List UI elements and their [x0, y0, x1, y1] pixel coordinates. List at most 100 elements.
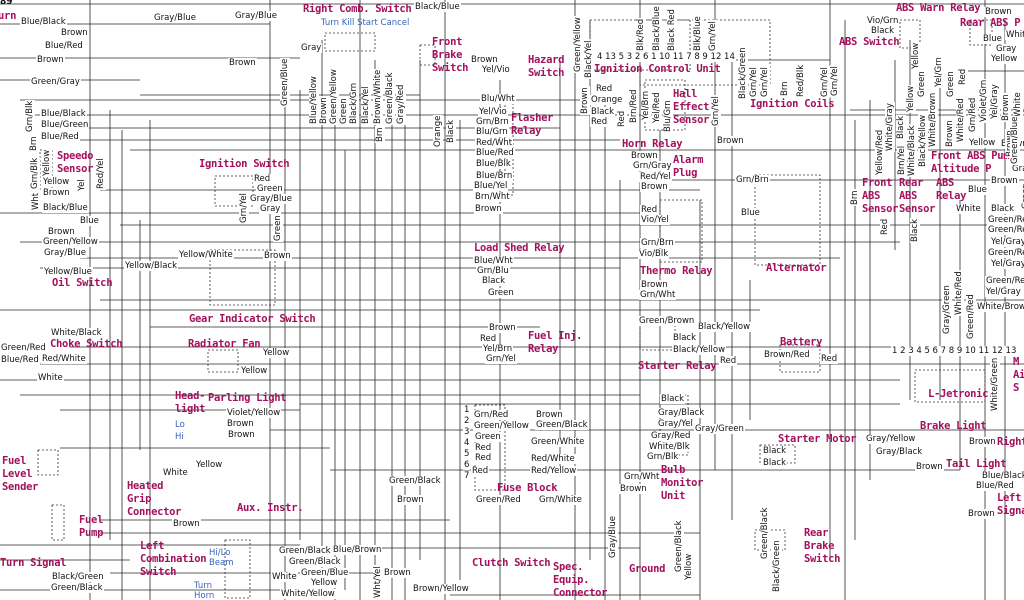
- wire-label: Black/Grn: [349, 81, 359, 125]
- wire-label: Grn/Red: [473, 410, 510, 420]
- wire-label: Grn/Brn: [735, 175, 770, 185]
- wire-label: Brown: [42, 188, 71, 198]
- wire-label: Gray/Blue: [234, 11, 278, 21]
- wire-label: Black: [446, 119, 456, 144]
- wire-label: Wht: [31, 191, 41, 211]
- wire-label: Red: [253, 174, 272, 184]
- wire-label: Yellow: [911, 41, 921, 70]
- wire-label: Red: [719, 356, 738, 366]
- wire-label: Blue/Blk: [475, 159, 512, 169]
- wire-label: Brown: [716, 136, 745, 146]
- wire-label: White: [955, 204, 982, 214]
- component-label: ABS Switch: [839, 36, 900, 48]
- wire-label: Black/Green: [51, 572, 105, 582]
- wire-label: Green/Red: [985, 276, 1024, 286]
- wire-label: Grn/Red: [968, 96, 978, 133]
- fuel-pump-box: [51, 504, 65, 541]
- wire-label: Brown: [474, 204, 503, 214]
- component-label: Rear ABS Sensor: [899, 177, 936, 215]
- wire-label: Yel/Gray: [990, 83, 1000, 120]
- wire-label: Green/Red: [0, 343, 47, 353]
- wire-label: Gray: [259, 204, 282, 214]
- wire-label: Black: [910, 218, 920, 243]
- wire-label: Grn/Wht: [639, 290, 677, 300]
- wire-label: Black/Yellow: [918, 113, 928, 168]
- wire-label: Gray: [300, 43, 323, 53]
- wire-label: White/Gray: [885, 102, 895, 152]
- wire-label: Green: [273, 214, 283, 242]
- wire-label: White: [1005, 30, 1024, 40]
- component-label: ABS Warn Relay: [896, 2, 981, 14]
- wire-label: Grn/Yel: [749, 66, 759, 98]
- wire-label: White/Yellow: [280, 589, 336, 599]
- component-label: Turn: [0, 10, 17, 22]
- wire-label: Green: [946, 70, 956, 98]
- component-label: Battery: [780, 336, 823, 348]
- wire-label: Blu/Wht: [480, 94, 516, 104]
- component-label: Alarm Plug: [673, 154, 704, 179]
- sub-label: Turn Horn: [194, 581, 215, 600]
- wire-label: Green: [917, 70, 927, 98]
- wire-label: Black/Yel: [584, 39, 594, 79]
- wire-label: Yel/Vio: [481, 65, 511, 75]
- component-label: Gear Indicator Switch: [189, 313, 316, 325]
- wire-label: Red: [820, 354, 839, 364]
- wire-label: Yellow/Black: [124, 261, 179, 271]
- fuse-number: 2: [463, 416, 471, 426]
- wire-label: Red/Yel: [96, 157, 106, 190]
- wire-label: Green/Red: [987, 215, 1024, 225]
- component-label: Head- light: [175, 390, 206, 415]
- wire-label: Blue/Red: [40, 132, 80, 142]
- wire-label: Yel/Brn: [482, 344, 514, 354]
- wire-label: Yellow/Blue: [43, 267, 93, 277]
- wire-label: Yel/Gray: [990, 237, 1024, 247]
- wire-label: Yellow: [42, 177, 71, 187]
- wire-label: Red: [474, 443, 493, 453]
- wire-label: Green/White: [530, 437, 586, 447]
- component-label: M Ai S: [1013, 356, 1024, 394]
- wire-label: Blue/Black: [20, 17, 67, 27]
- wire-label: Yel: [77, 178, 87, 192]
- wire-label: Yel/Red: [652, 91, 662, 124]
- wire-label: Green/Brown: [638, 316, 696, 326]
- wire-label: Grn/Yel: [239, 192, 249, 224]
- wire-label: Green/Black: [760, 506, 770, 560]
- wire-label: Yel/Gray: [985, 287, 1022, 297]
- wire-label: Gray/Green: [942, 284, 952, 335]
- component-label: Horn Relay: [622, 138, 683, 150]
- wire-label: Yel/Grn: [934, 56, 944, 88]
- component-label: Thermo Relay: [640, 265, 713, 277]
- wire-label: Green: [474, 432, 502, 442]
- thermo-relay-box: [659, 199, 703, 263]
- wire-label: Green/Yellow: [42, 237, 99, 247]
- wire-label: Green/Black: [50, 583, 104, 593]
- wire-label: Green: [256, 184, 284, 194]
- wire-label: Green/Blue: [1010, 115, 1020, 165]
- component-label: Ignition Coils: [750, 98, 835, 110]
- wire-label: Brn: [780, 80, 790, 97]
- wire-label: Brown: [619, 484, 648, 494]
- wire-label: Yellow: [684, 552, 694, 581]
- component-label: ABS Relay: [936, 177, 967, 202]
- wire-label: Black: [762, 458, 787, 468]
- wire-label: Violet/Grn: [979, 78, 989, 123]
- wire-label: Brn/Red: [629, 88, 639, 124]
- wire-label: Vio/Grn: [866, 16, 900, 26]
- wire-label: Brown/Red: [763, 350, 811, 360]
- wire-label: Brown: [36, 55, 65, 65]
- wire-label: Green: [339, 97, 349, 125]
- wire-label: Green/Red: [987, 225, 1024, 235]
- wire-label: Black/Yellow: [672, 345, 727, 355]
- wire-label: Brown: [319, 96, 329, 125]
- wire-label: Brown/Yellow: [412, 584, 470, 594]
- right-comb-switch-box: [324, 32, 376, 52]
- wire-label: Brown: [967, 509, 996, 519]
- component-label: Hazard Switch: [528, 54, 565, 79]
- wire-label: Gray/Blue: [43, 248, 87, 258]
- wire-label: Grn/Wht: [623, 472, 661, 482]
- wire-label: Grn/Yel: [760, 66, 770, 98]
- wire-label: Blk/Red: [636, 17, 646, 52]
- wire-label: Yellow: [262, 348, 291, 358]
- wire-label: Gray/Blue: [249, 194, 293, 204]
- wire-label: Black/Blue: [42, 203, 89, 213]
